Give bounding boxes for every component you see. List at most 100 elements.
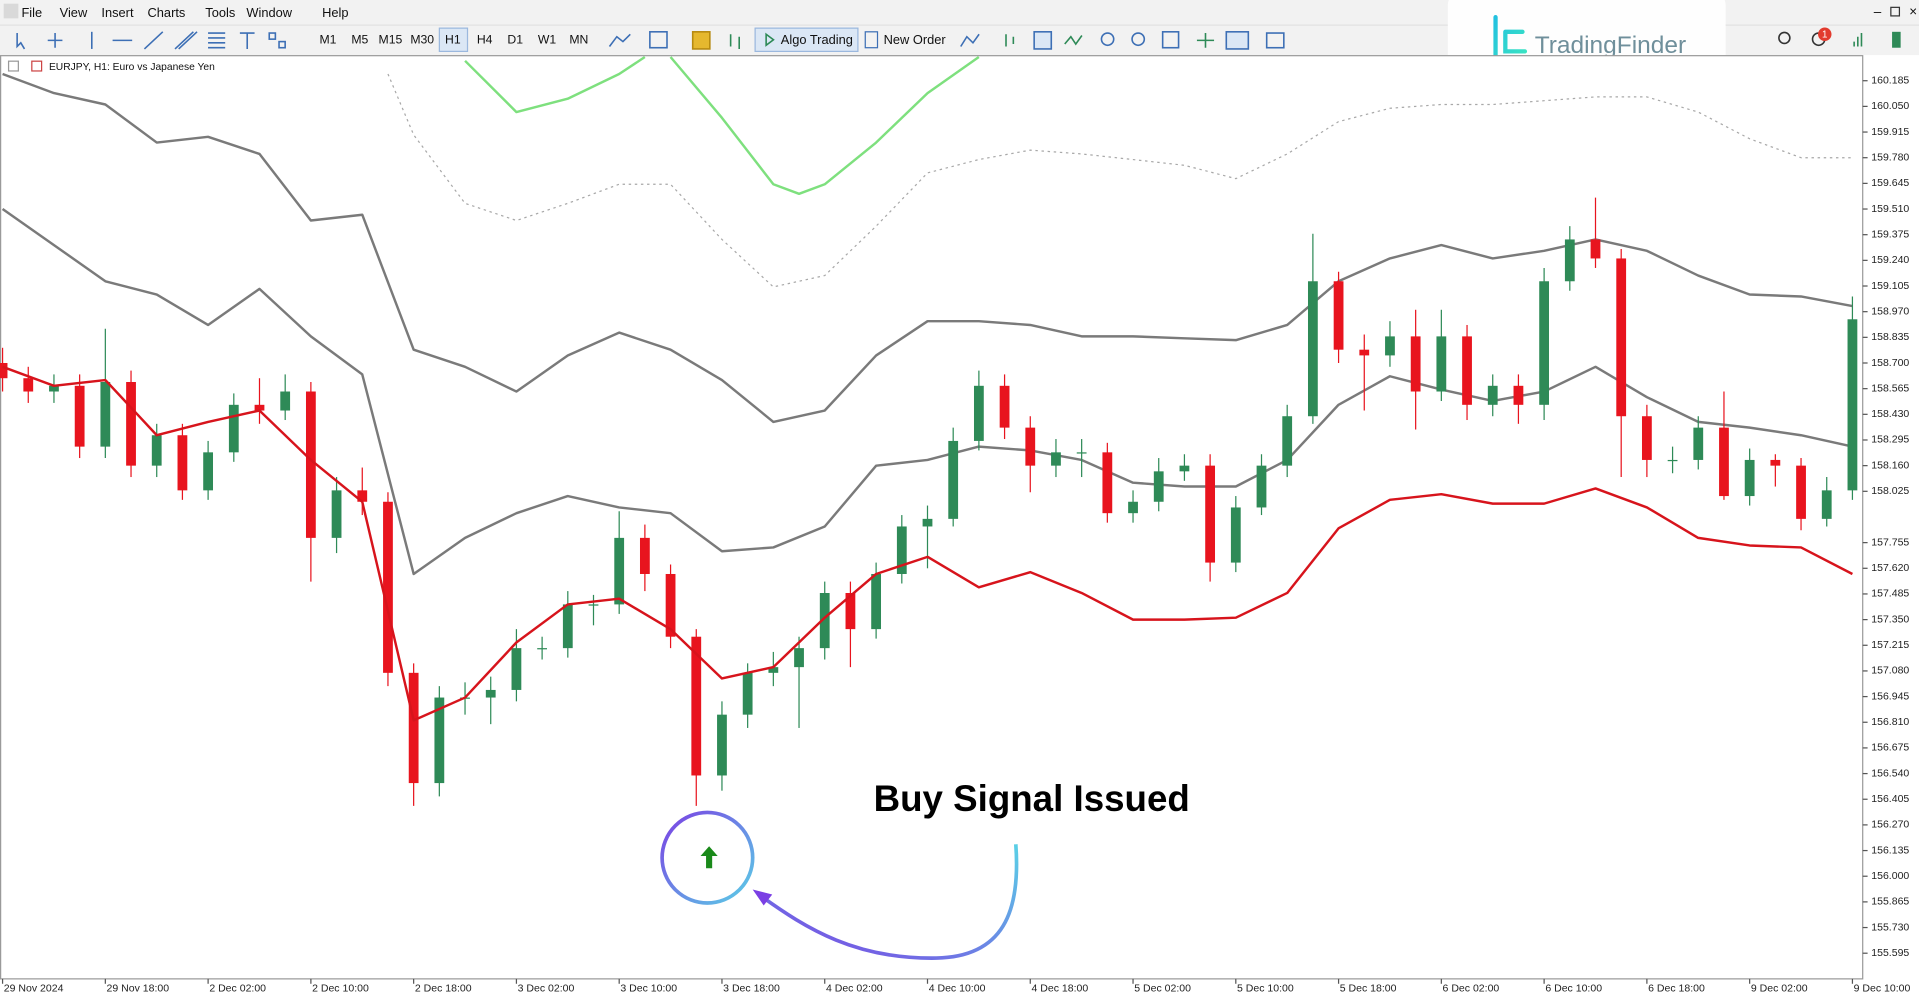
x-tick-label: 29 Nov 2024	[4, 982, 64, 994]
y-tick-label: 157.755	[1871, 536, 1909, 548]
buy-signal-arrow	[700, 846, 718, 869]
text-tool[interactable]	[239, 32, 255, 49]
timeframe-button[interactable]: M1	[319, 33, 336, 47]
candle-body	[588, 604, 599, 606]
templates-button[interactable]	[649, 31, 668, 49]
candle-body	[1796, 465, 1806, 519]
candle-body	[562, 604, 573, 649]
candle-body	[1719, 427, 1729, 497]
candle-body	[1025, 427, 1036, 466]
candle-body	[742, 672, 753, 715]
trendline-tool[interactable]	[143, 31, 164, 50]
candle-body	[203, 452, 214, 491]
scroll-button[interactable]	[1196, 33, 1215, 48]
candle-body	[1744, 459, 1755, 497]
candle-body	[177, 435, 188, 491]
x-tick-label: 9 Dec 02:00	[1751, 982, 1808, 994]
y-tick-label: 156.945	[1871, 690, 1909, 702]
candle-body	[1770, 459, 1781, 466]
candle-body	[383, 501, 393, 673]
candle-body	[1436, 336, 1447, 392]
new-order-button[interactable]: New Order	[884, 32, 947, 47]
timeframe-button[interactable]: D1	[507, 33, 523, 47]
candle-body	[485, 689, 496, 698]
search-button[interactable]	[1778, 31, 1791, 45]
crosshair-tool[interactable]	[47, 33, 63, 48]
market-button[interactable]	[691, 31, 711, 50]
candle-body	[1667, 459, 1678, 462]
timeframe-button[interactable]: M15	[379, 33, 403, 47]
menu-item[interactable]: Window	[246, 5, 292, 20]
indicator-line	[387, 73, 1853, 288]
fibo-tool[interactable]	[208, 32, 226, 49]
y-tick-label: 159.105	[1871, 280, 1909, 292]
x-tick-label: 2 Dec 10:00	[312, 982, 369, 994]
chart-icon	[7, 60, 19, 72]
chart-title: EURJPY, H1: Euro vs Japanese Yen	[49, 62, 215, 73]
y-tick-label: 155.595	[1871, 947, 1909, 959]
zoom-out-button[interactable]	[1131, 32, 1146, 47]
y-tick-label: 156.810	[1871, 716, 1909, 728]
screenshot-button[interactable]	[1265, 32, 1285, 49]
candle-body	[1307, 281, 1318, 417]
candle-body	[1102, 452, 1113, 514]
shapes-tool[interactable]	[268, 32, 277, 40]
candle-body	[665, 573, 676, 637]
y-tick-label: 159.780	[1871, 151, 1909, 163]
candle-body	[1359, 349, 1370, 356]
close-button[interactable]: ×	[1909, 4, 1917, 19]
y-tick-label: 156.135	[1871, 844, 1909, 856]
candle-body	[537, 648, 548, 650]
candle-body	[1179, 465, 1190, 472]
menu-item[interactable]: File	[21, 5, 42, 20]
timeframe-button[interactable]: H1	[445, 33, 461, 47]
line-chart-button[interactable]	[1064, 35, 1083, 46]
signals-button[interactable]	[729, 34, 741, 49]
x-tick-label: 9 Dec 10:00	[1854, 982, 1911, 994]
plot-area	[0, 55, 1858, 806]
indicators-button[interactable]	[608, 33, 631, 47]
candle-body	[1385, 336, 1395, 356]
channel-tool[interactable]	[174, 31, 198, 50]
tile-button[interactable]	[1161, 31, 1180, 49]
x-tick-label: 6 Dec 10:00	[1545, 982, 1602, 994]
timeframe-button[interactable]: M5	[351, 33, 368, 47]
y-tick-label: 156.405	[1871, 793, 1909, 805]
bar-chart-button[interactable]	[1005, 34, 1015, 47]
menu-item[interactable]: Tools	[205, 5, 235, 20]
indicator-line	[2, 365, 1853, 722]
restore-button[interactable]	[1890, 6, 1901, 17]
candle-body	[1230, 507, 1241, 563]
timeframe-button[interactable]: W1	[538, 33, 557, 47]
menu-item[interactable]: Charts	[148, 5, 186, 20]
y-tick-label: 158.295	[1871, 434, 1909, 446]
timeframe-button[interactable]: M30	[410, 33, 434, 47]
y-tick-label: 158.700	[1871, 357, 1909, 369]
chart-type[interactable]	[960, 33, 980, 47]
chart-icon-2	[31, 60, 43, 72]
menu-item[interactable]: Insert	[101, 5, 134, 20]
candle-body	[1641, 416, 1652, 460]
menu-item[interactable]: Help	[322, 5, 348, 20]
menu-item[interactable]: View	[60, 5, 88, 20]
x-tick-label: 5 Dec 10:00	[1237, 982, 1294, 994]
candle-body	[794, 648, 804, 668]
y-tick-label: 158.970	[1871, 305, 1909, 317]
candle-chart-button[interactable]	[1033, 31, 1053, 50]
candle-body	[305, 391, 316, 538]
candle-body	[1410, 336, 1421, 392]
x-tick-label: 6 Dec 18:00	[1648, 982, 1705, 994]
y-tick-label: 156.540	[1871, 767, 1909, 779]
candle-body	[845, 592, 856, 630]
y-tick-label: 156.000	[1871, 870, 1909, 882]
timeframe-button[interactable]: H4	[477, 33, 493, 47]
cursor-tool[interactable]	[16, 33, 26, 50]
minimize-button[interactable]: –	[1874, 4, 1882, 19]
autoscroll-button[interactable]	[1225, 31, 1250, 50]
zoom-in-button[interactable]	[1100, 32, 1115, 47]
algo-trading-button[interactable]: Algo Trading	[781, 32, 853, 47]
y-tick-label: 159.645	[1871, 177, 1909, 189]
candle-body	[922, 518, 933, 527]
timeframe-button[interactable]: MN	[569, 33, 588, 47]
y-tick-label: 157.215	[1871, 639, 1909, 651]
